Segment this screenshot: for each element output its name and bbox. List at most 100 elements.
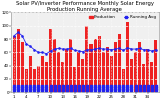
- Point: [106, 86, 108, 87]
- Point: [65, 90, 68, 91]
- Point: [94, 90, 96, 91]
- Point: [118, 88, 121, 89]
- Point: [21, 86, 24, 87]
- Point: [146, 90, 149, 91]
- Bar: [37, 66, 40, 92]
- Point: [41, 86, 44, 87]
- Point: [61, 90, 64, 91]
- Point: [78, 90, 80, 91]
- Bar: [150, 62, 153, 92]
- Point: [98, 88, 100, 89]
- Bar: [61, 62, 64, 92]
- Bar: [118, 34, 121, 92]
- Bar: [89, 44, 92, 92]
- Bar: [154, 40, 157, 92]
- Point: [82, 88, 84, 89]
- Point: [13, 90, 15, 91]
- Bar: [53, 39, 56, 92]
- Point: [29, 88, 32, 89]
- Point: [102, 90, 104, 91]
- Point: [126, 86, 129, 87]
- Point: [90, 86, 92, 87]
- Point: [126, 88, 129, 89]
- Point: [57, 88, 60, 89]
- Point: [33, 90, 36, 91]
- Point: [138, 88, 141, 89]
- Point: [110, 90, 112, 91]
- Bar: [138, 42, 141, 92]
- Point: [57, 90, 60, 91]
- Point: [155, 86, 157, 87]
- Point: [65, 86, 68, 87]
- Bar: [45, 62, 48, 92]
- Bar: [85, 26, 88, 92]
- Bar: [102, 52, 105, 92]
- Bar: [73, 67, 76, 92]
- Point: [61, 86, 64, 87]
- Point: [122, 86, 125, 87]
- Point: [155, 90, 157, 91]
- Point: [45, 88, 48, 89]
- Bar: [146, 49, 149, 92]
- Point: [122, 88, 125, 89]
- Point: [25, 86, 28, 87]
- Point: [134, 88, 137, 89]
- Point: [53, 86, 56, 87]
- Point: [61, 88, 64, 89]
- Point: [86, 90, 88, 91]
- Bar: [114, 42, 117, 92]
- Point: [21, 88, 24, 89]
- Point: [150, 86, 153, 87]
- Point: [49, 90, 52, 91]
- Point: [94, 86, 96, 87]
- Bar: [130, 59, 133, 92]
- Point: [98, 90, 100, 91]
- Point: [17, 90, 19, 91]
- Point: [65, 88, 68, 89]
- Point: [29, 90, 32, 91]
- Point: [118, 86, 121, 87]
- Bar: [17, 29, 20, 92]
- Point: [33, 86, 36, 87]
- Point: [142, 90, 145, 91]
- Point: [102, 88, 104, 89]
- Point: [130, 86, 133, 87]
- Point: [86, 88, 88, 89]
- Point: [94, 88, 96, 89]
- Point: [90, 90, 92, 91]
- Point: [114, 86, 117, 87]
- Bar: [98, 36, 101, 92]
- Point: [37, 90, 40, 91]
- Bar: [126, 22, 129, 92]
- Bar: [29, 56, 32, 92]
- Bar: [65, 49, 68, 92]
- Point: [17, 86, 19, 87]
- Point: [41, 88, 44, 89]
- Title: Solar PV/Inverter Performance Monthly Solar Energy Production Running Average: Solar PV/Inverter Performance Monthly So…: [16, 1, 154, 12]
- Bar: [13, 36, 16, 92]
- Point: [110, 86, 112, 87]
- Point: [82, 86, 84, 87]
- Point: [13, 88, 15, 89]
- Point: [138, 86, 141, 87]
- Point: [74, 88, 76, 89]
- Point: [155, 88, 157, 89]
- Point: [134, 90, 137, 91]
- Point: [114, 88, 117, 89]
- Bar: [57, 52, 60, 92]
- Bar: [25, 69, 28, 92]
- Point: [146, 88, 149, 89]
- Point: [69, 88, 72, 89]
- Point: [25, 90, 28, 91]
- Point: [118, 90, 121, 91]
- Point: [110, 88, 112, 89]
- Point: [106, 90, 108, 91]
- Bar: [77, 52, 80, 92]
- Point: [33, 88, 36, 89]
- Bar: [69, 39, 72, 92]
- Point: [78, 88, 80, 89]
- Point: [150, 90, 153, 91]
- Point: [86, 86, 88, 87]
- Bar: [81, 59, 84, 92]
- Bar: [134, 52, 137, 92]
